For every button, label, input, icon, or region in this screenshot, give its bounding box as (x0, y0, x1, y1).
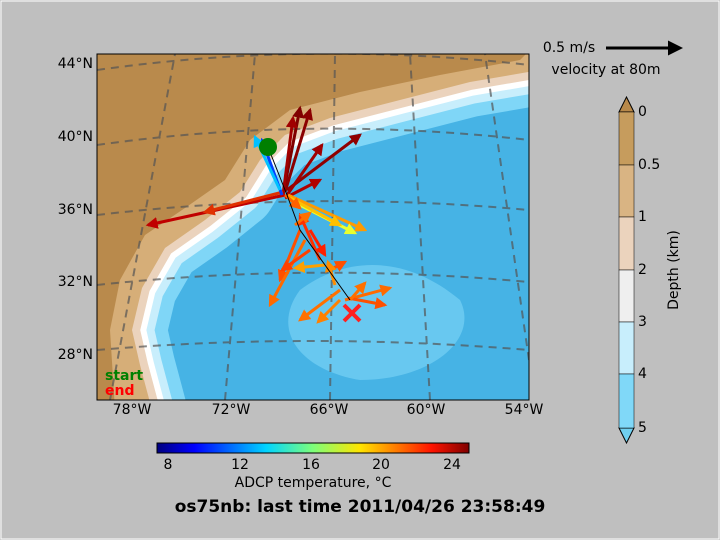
title: os75nb: last time 2011/04/26 23:58:49 (175, 497, 546, 517)
velocity-arrow (285, 143, 324, 196)
lat-label: 32°N (58, 274, 93, 290)
colorbar-segment (618, 269, 635, 323)
depth-tick: 1 (638, 209, 647, 225)
colorbar-segment (618, 216, 635, 271)
velocity-arrow (298, 288, 341, 322)
depth-tick: 4 (638, 366, 647, 382)
map (97, 54, 529, 400)
lat-label: 28°N (58, 347, 93, 363)
temperature-tick: 20 (372, 457, 390, 473)
temperature-colorbar (156, 442, 470, 454)
depth-tick: 0 (638, 104, 647, 120)
velocity-arrow (308, 229, 327, 258)
temperature-tick: 24 (443, 457, 461, 473)
depth-colorbar: 0 0.5 1 2 3 4 5 (618, 95, 660, 445)
temperature-tick: 12 (231, 457, 249, 473)
velocity-arrow (280, 248, 311, 272)
colorbar-segment (618, 164, 635, 218)
velocity-arrow (268, 239, 307, 308)
lon-labels: 78°W 72°W 66°W 60°W 54°W (113, 402, 544, 418)
velocity-arrow (286, 133, 362, 192)
temperature-ticks: 8 12 16 20 24 (164, 457, 461, 473)
velocity-arrow (281, 115, 298, 196)
velocity-arrow (283, 107, 313, 193)
temperature-tick: 16 (302, 457, 320, 473)
colorbar-segment (618, 321, 635, 375)
scale-speed: 0.5 m/s (543, 40, 595, 56)
map-frame (96, 53, 530, 401)
lon-label: 60°W (407, 402, 446, 418)
velocity-arrow (277, 229, 302, 283)
depth-tick: 3 (638, 314, 647, 330)
lon-label: 66°W (310, 402, 349, 418)
colorbar-segment (618, 373, 635, 429)
lat-label: 36°N (58, 202, 93, 218)
lon-label: 78°W (113, 402, 152, 418)
lon-label: 72°W (212, 402, 251, 418)
end-label: end (105, 383, 134, 399)
velocity-arrow (202, 190, 284, 216)
lat-label: 44°N (58, 56, 93, 72)
depth-label: Depth (km) (666, 230, 682, 310)
lon-label: 54°W (505, 402, 544, 418)
depth-tick: 5 (638, 420, 647, 436)
velocity-arrow (348, 281, 367, 301)
start-marker (259, 138, 277, 156)
velocity-arrow (292, 261, 326, 274)
depth-tick: 0.5 (638, 157, 660, 173)
velocity-arrow (347, 296, 388, 310)
temperature-label: ADCP temperature, °C (235, 475, 392, 491)
colorbar-segment (618, 111, 635, 166)
lat-label: 40°N (58, 129, 93, 145)
temperature-tick: 8 (164, 457, 173, 473)
scale-label: velocity at 80m (551, 62, 660, 78)
end-marker (342, 303, 362, 323)
velocity-arrow (316, 298, 342, 324)
depth-tick: 2 (638, 262, 647, 278)
lat-labels: 44°N 40°N 36°N 32°N 28°N (58, 56, 93, 363)
start-label: start (105, 368, 143, 384)
